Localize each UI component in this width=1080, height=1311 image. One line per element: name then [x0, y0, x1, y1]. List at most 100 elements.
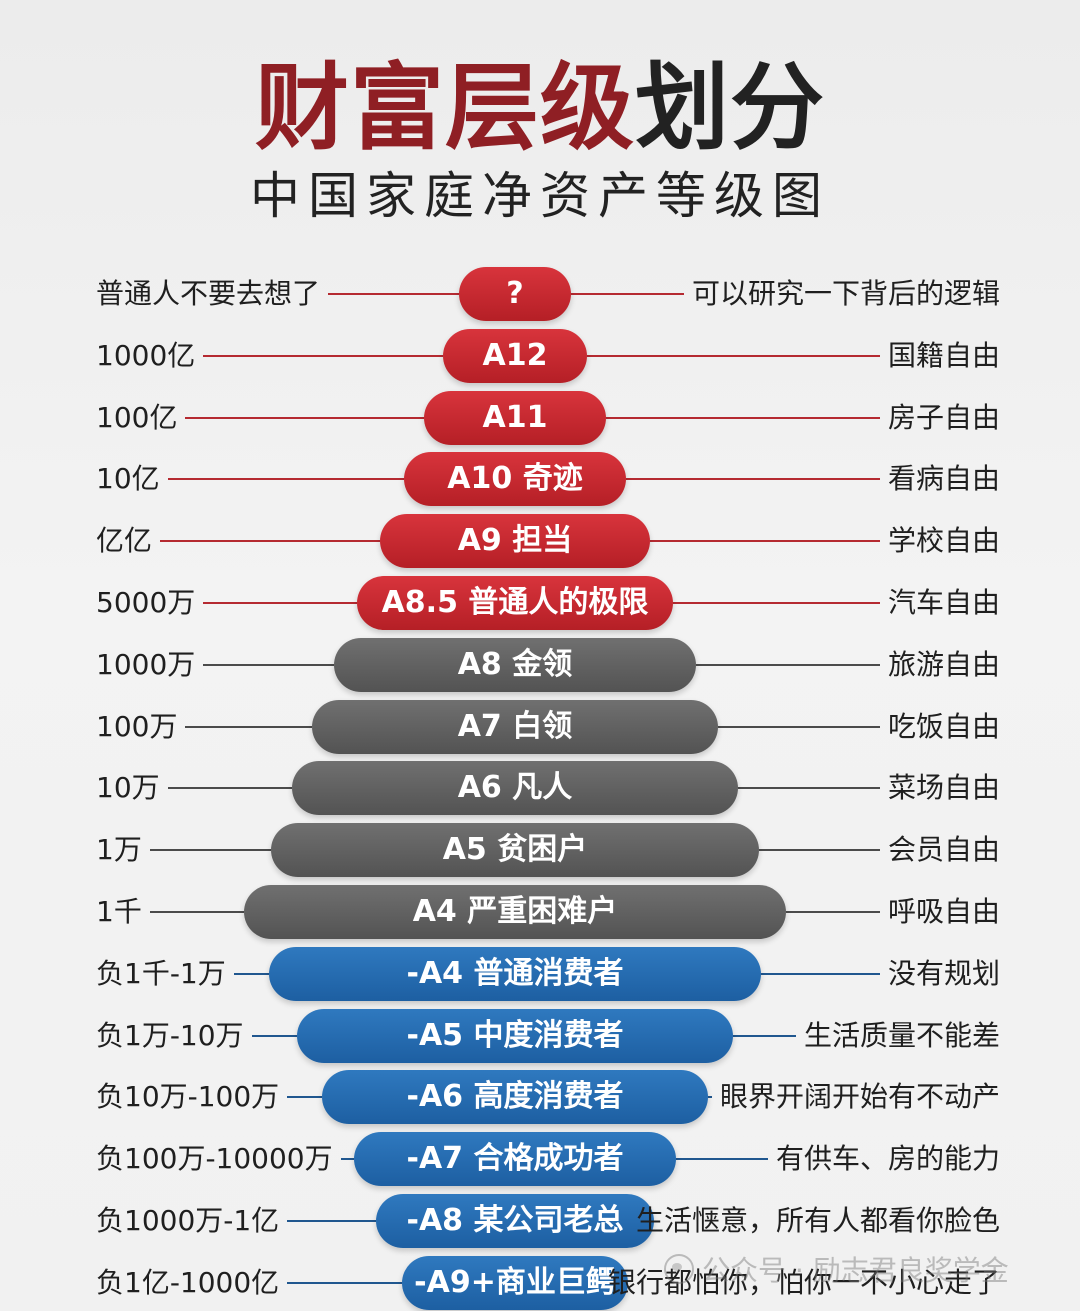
net-assets-label: 负100万-10000万: [96, 1142, 333, 1176]
level-pill: A9 担当: [380, 514, 650, 569]
freedom-label: 没有规划: [887, 956, 1000, 990]
connector-line-left: [185, 725, 312, 728]
level-pill: -A5 中度消费者: [297, 1008, 733, 1063]
net-assets-label: 亿亿: [96, 524, 153, 558]
page-title: 财富层级划分: [255, 52, 825, 164]
connector-line-right: [761, 972, 880, 975]
net-assets-label: 负1亿-1000亿: [96, 1265, 280, 1299]
connector-line-left: [233, 972, 269, 975]
net-assets-label: 负1万-10万: [96, 1018, 244, 1052]
net-assets-label: 普通人不要去想了: [96, 277, 321, 310]
level-row: A10 奇迹 10亿 看病自由: [0, 452, 1080, 507]
watermark: 公众号 · 励志君良奖学金: [664, 1251, 1044, 1291]
page-title-dark: 划分: [635, 53, 826, 163]
level-row: -A7 合格成功者 负100万-10000万 有供车、房的能力: [0, 1132, 1080, 1187]
net-assets-label: 1000亿: [96, 338, 196, 372]
level-row: A9 担当 亿亿 学校自由: [0, 514, 1080, 569]
connector-line-left: [287, 1220, 376, 1222]
page-subtitle: 中国家庭净资产等级图: [250, 167, 830, 225]
connector-line-left: [287, 1281, 402, 1284]
connector-line-left: [160, 540, 380, 543]
net-assets-label: 10万: [96, 771, 160, 805]
net-assets-label: 1千: [96, 895, 142, 928]
page-title-red: 财富层级: [254, 53, 635, 163]
level-pill: A7 白领: [312, 699, 718, 754]
level-row: A11 100亿 房子自由: [0, 390, 1080, 445]
level-row: A4 严重困难户 1千 呼吸自由: [0, 885, 1080, 939]
connector-line-right: [587, 354, 880, 357]
freedom-label: 会员自由: [887, 833, 1000, 867]
connector-line-left: [340, 1158, 354, 1161]
connector-line-left: [203, 602, 357, 604]
net-assets-label: 1万: [96, 833, 142, 867]
level-pill: -A4 普通消费者: [269, 946, 761, 1001]
level-pill: A8.5 普通人的极限: [357, 576, 673, 630]
level-row: A6 凡人 10万 菜场自由: [0, 761, 1080, 816]
connector-line-left: [149, 849, 271, 852]
level-pill: -A9+商业巨鳄: [402, 1255, 628, 1310]
freedom-label: 汽车自由: [887, 586, 1000, 619]
freedom-label: 房子自由: [887, 400, 1000, 434]
net-assets-label: 100万: [96, 709, 178, 743]
level-pill: A11: [424, 390, 606, 445]
freedom-label: 国籍自由: [887, 338, 1000, 372]
freedom-label: 眼界开阔开始有不动产: [719, 1080, 1000, 1114]
connector-line-right: [696, 663, 880, 666]
freedom-label: 呼吸自由: [887, 895, 1000, 928]
level-row: A7 白领 100万 吃饭自由: [0, 699, 1080, 754]
net-assets-label: 负10万-100万: [96, 1080, 280, 1114]
level-pill: A10 奇迹: [404, 452, 626, 507]
connector-line-right: [676, 1158, 768, 1161]
level-row: -A8 某公司老总 负1000万-1亿 生活惬意，所有人都看你脸色: [0, 1194, 1080, 1248]
level-row: A8.5 普通人的极限 5000万 汽车自由: [0, 576, 1080, 630]
connector-line-right: [718, 725, 880, 728]
level-pill: A5 贫困户: [271, 823, 759, 878]
connector-line-left: [167, 478, 404, 481]
level-pill: A4 严重困难户: [244, 885, 786, 939]
level-row: -A4 普通消费者 负1千-1万 没有规划: [0, 946, 1080, 1001]
connector-line-right: [650, 540, 880, 543]
level-row: -A9+商业巨鳄 负1亿-1000亿 银行都怕你，怕你一不小心走了: [0, 1255, 1080, 1310]
net-assets-label: 1000万: [96, 647, 196, 681]
level-row: A8 金领 1000万 旅游自由: [0, 637, 1080, 692]
connector-line-right: [786, 911, 880, 913]
level-pill: A12: [443, 328, 587, 383]
connector-line-left: [167, 787, 292, 790]
connector-line-right: [673, 602, 880, 604]
freedom-label: 有供车、房的能力: [775, 1142, 1000, 1176]
connector-line-right: [626, 478, 880, 481]
connector-line-right: [733, 1034, 796, 1037]
freedom-label: 可以研究一下背后的逻辑: [691, 277, 1000, 310]
watermark-text: 公众号 · 励志君良奖学金: [702, 1254, 1009, 1287]
net-assets-label: 100亿: [96, 400, 178, 434]
net-assets-label: 负1000万-1亿: [96, 1204, 280, 1237]
level-pill: A8 金领: [334, 637, 696, 692]
level-pill: ?: [459, 267, 571, 321]
connector-line-left: [203, 354, 443, 357]
freedom-label: 生活惬意，所有人都看你脸色: [635, 1204, 1000, 1237]
connector-line-left: [185, 416, 424, 419]
net-assets-label: 10亿: [96, 462, 160, 496]
net-assets-label: 负1千-1万: [96, 956, 226, 990]
freedom-label: 旅游自由: [887, 647, 1000, 681]
net-assets-label: 5000万: [96, 586, 196, 619]
connector-line-left: [287, 1096, 322, 1099]
freedom-label: 菜场自由: [887, 771, 1000, 805]
connector-line-left: [203, 663, 334, 666]
level-pill: -A8 某公司老总: [376, 1194, 654, 1248]
connector-line-right: [571, 293, 684, 295]
connector-line-right: [708, 1096, 712, 1099]
connector-line-right: [759, 849, 880, 852]
level-row: -A5 中度消费者 负1万-10万 生活质量不能差: [0, 1008, 1080, 1063]
connector-line-left: [251, 1034, 297, 1037]
freedom-label: 学校自由: [887, 524, 1000, 558]
level-row: A12 1000亿 国籍自由: [0, 328, 1080, 383]
level-pill: A6 凡人: [292, 761, 738, 816]
freedom-label: 看病自由: [887, 462, 1000, 496]
connector-line-left: [149, 911, 244, 913]
level-pill: -A7 合格成功者: [354, 1132, 676, 1187]
level-pill: -A6 高度消费者: [322, 1070, 708, 1125]
connector-line-right: [738, 787, 880, 790]
